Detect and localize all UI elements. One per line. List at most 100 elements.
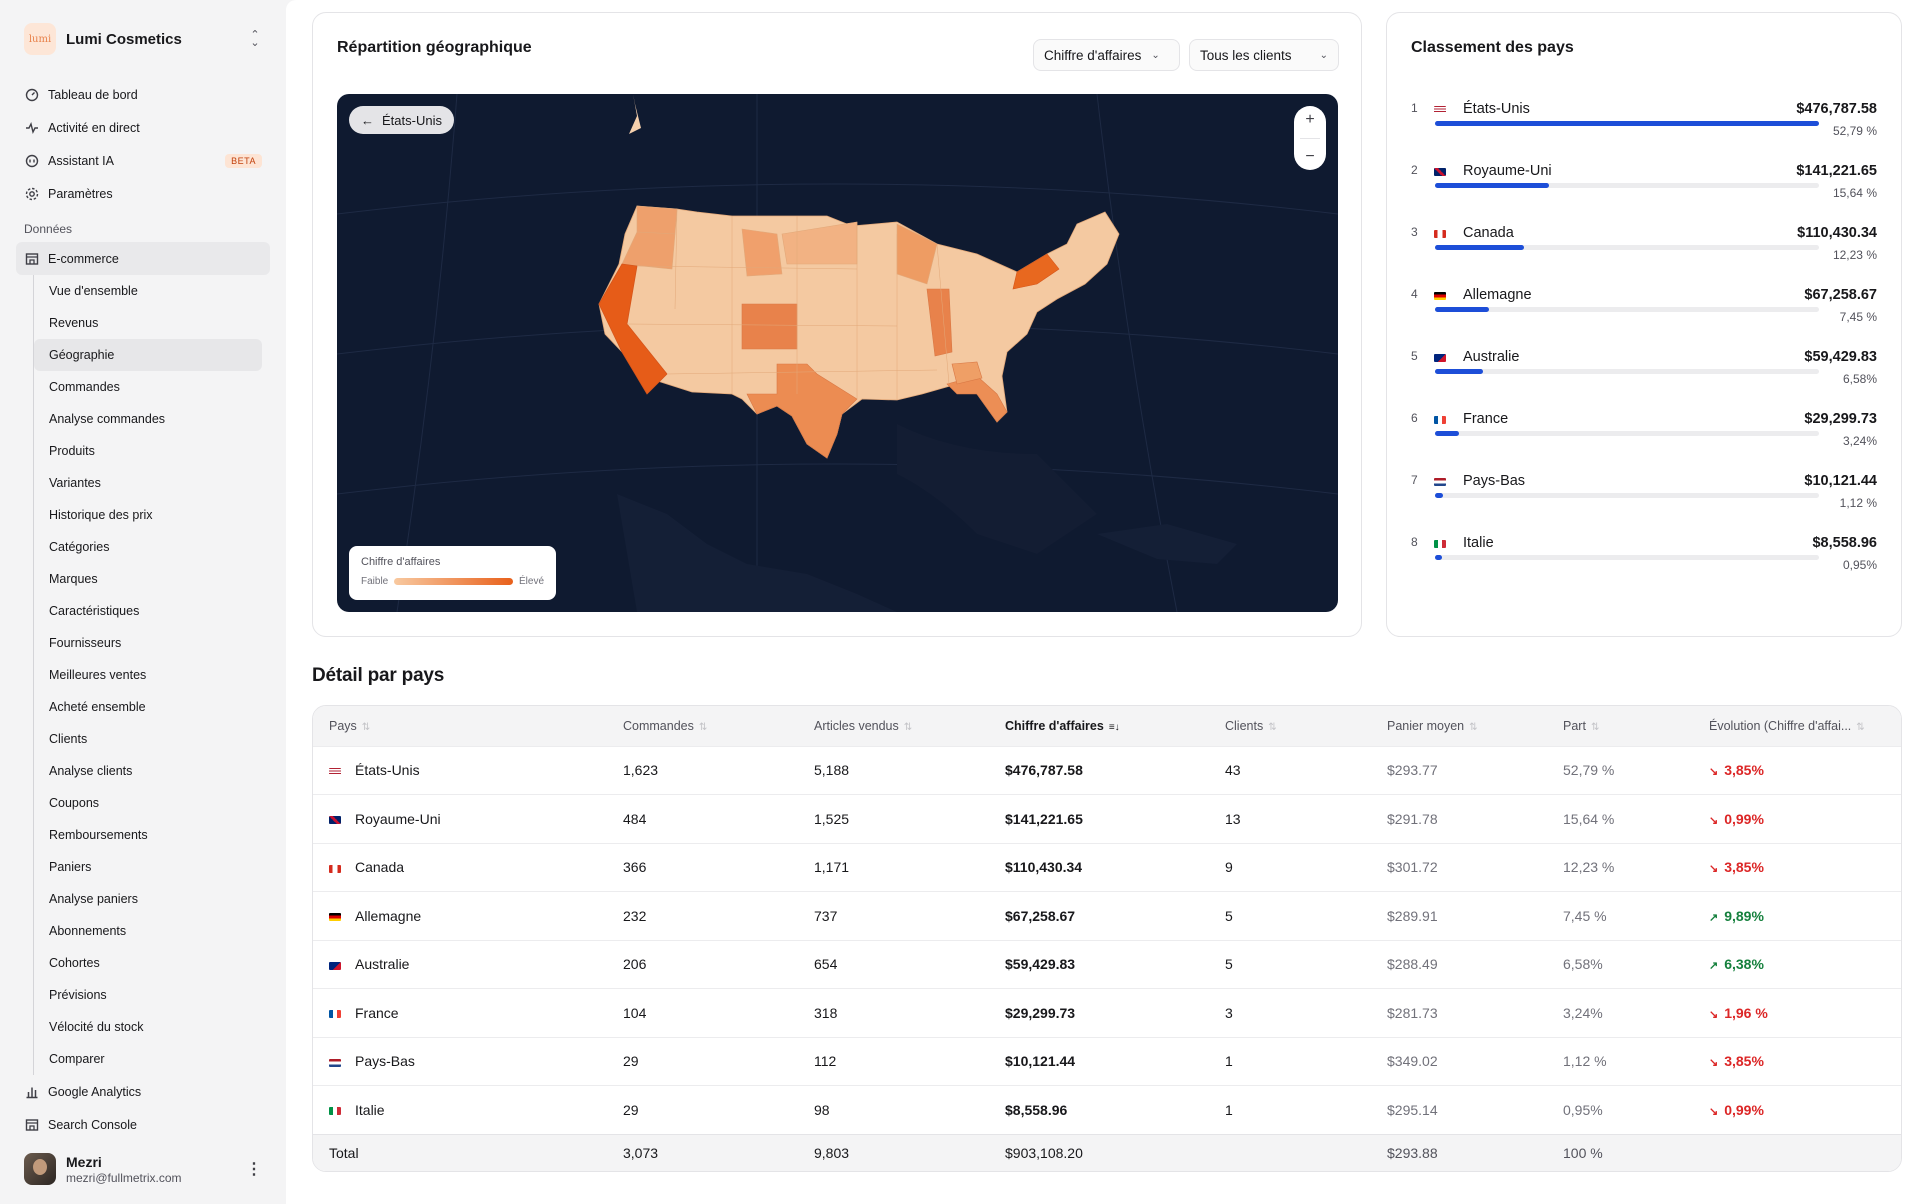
nav-item-ecommerce[interactable]: E-commerce: [16, 242, 270, 275]
col-header-share[interactable]: Part ⇅: [1563, 718, 1600, 733]
rank-country-name: Italie: [1463, 535, 1494, 551]
subnav-item[interactable]: Variantes: [49, 476, 101, 490]
trend-down-icon: ↘: [1709, 1008, 1719, 1021]
ranking-item[interactable]: 1 États-Unis $476,787.58 52,79 %: [1411, 99, 1877, 161]
table-row[interactable]: Canada 366 1,171 $110,430.34 9 $301.72 12,23 %…: [313, 843, 1901, 892]
beta-badge: BETA: [225, 153, 262, 168]
share-bar-track: [1435, 555, 1819, 560]
user-menu[interactable]: Mezri mezri@fullmetrix.com ⋮: [16, 1144, 270, 1194]
country-detail-table: Pays ⇅ Commandes ⇅ Articles vendus ⇅ Chiffr…: [313, 706, 1901, 1171]
country-flag-icon: [1434, 354, 1446, 362]
subnav-item[interactable]: Caractéristiques: [49, 604, 140, 618]
nav-label: Tableau de bord: [48, 87, 138, 102]
ranking-item[interactable]: 4 Allemagne $67,258.67 7,45 %: [1411, 285, 1877, 347]
col-header-items[interactable]: Articles vendus ⇅: [814, 718, 913, 733]
zoom-out-button[interactable]: −: [1305, 147, 1315, 165]
chevron-down-icon: ⌄: [1319, 49, 1328, 61]
subnav-item[interactable]: Prévisions: [49, 988, 107, 1002]
nav-item-ai-assistant[interactable]: Assistant IA BETA: [16, 144, 270, 177]
ranking-item[interactable]: 8 Italie $8,558.96 0,95%: [1411, 533, 1877, 595]
rank-country-name: Canada: [1463, 225, 1514, 241]
workspace-switcher[interactable]: lumi Lumi Cosmetics ⌃ ⌄: [16, 0, 270, 78]
subnav-item[interactable]: Historique des prix: [49, 508, 153, 522]
cell-revenue: $67,258.67: [1005, 907, 1076, 924]
nav-item-search-console[interactable]: Search Console: [16, 1108, 270, 1141]
subnav-item[interactable]: Paniers: [49, 860, 92, 874]
cell-country: Pays-Bas: [313, 1037, 607, 1086]
subnav-item[interactable]: Vue d'ensemble: [49, 284, 138, 298]
subnav-item[interactable]: Fournisseurs: [49, 636, 122, 650]
metric-select[interactable]: Chiffre d'affaires ⌄: [1033, 39, 1180, 71]
subnav-item[interactable]: Marques: [49, 572, 98, 586]
subnav-item[interactable]: Coupons: [49, 796, 100, 810]
zoom-in-button[interactable]: +: [1305, 110, 1315, 128]
cell-orders: 104: [623, 1004, 647, 1021]
chevrons-up-down-icon[interactable]: ⌃ ⌄: [250, 29, 260, 49]
more-vertical-icon[interactable]: ⋮: [246, 1161, 262, 1178]
total-evolution: [1693, 1134, 1901, 1171]
subnav-item[interactable]: Commandes: [49, 380, 120, 394]
subnav-item[interactable]: Cohortes: [49, 956, 100, 970]
table-row[interactable]: États-Unis 1,623 5,188 $476,787.58 43 $293.77…: [313, 746, 1901, 795]
subnav-item[interactable]: Géographie: [34, 339, 262, 371]
cell-country: France: [313, 989, 607, 1038]
evolution-value: 6,38%: [1724, 956, 1764, 973]
col-header-country[interactable]: Pays ⇅: [329, 718, 371, 733]
share-bar-track: [1435, 493, 1819, 498]
sort-icon: ⇅: [698, 721, 708, 733]
country-flag-icon: [329, 961, 341, 970]
col-header-clients[interactable]: Clients ⇅: [1225, 718, 1277, 733]
choropleth-map[interactable]: ← États-Unis + − Chiffre d'affaires Faib…: [337, 94, 1338, 612]
total-basket: $293.88: [1387, 1145, 1438, 1162]
table-row[interactable]: Australie 206 654 $59,429.83 5 $288.49 6,58% ↗ 6…: [313, 940, 1901, 989]
table-row[interactable]: Allemagne 232 737 $67,258.67 5 $289.91 7,45 % ↗…: [313, 891, 1901, 941]
subnav-item[interactable]: Analyse commandes: [49, 412, 166, 426]
col-header-orders[interactable]: Commandes ⇅: [623, 718, 708, 733]
rank-number: 6: [1411, 411, 1418, 425]
table-row[interactable]: Pays-Bas 29 112 $10,121.44 1 $349.02 1,12 % ↘ 3,…: [313, 1037, 1901, 1086]
subnav-item[interactable]: Produits: [49, 444, 95, 458]
subnav-item[interactable]: Remboursements: [49, 828, 148, 842]
subnav-item[interactable]: Meilleures ventes: [49, 668, 147, 682]
cell-basket: $291.78: [1387, 810, 1438, 827]
subnav-item[interactable]: Clients: [49, 732, 88, 746]
total-orders: 3,073: [623, 1145, 659, 1162]
ranking-item[interactable]: 6 France $29,299.73 3,24%: [1411, 409, 1877, 471]
ranking-item[interactable]: 5 Australie $59,429.83 6,58%: [1411, 347, 1877, 409]
col-header-evolution[interactable]: Évolution (Chiffre d'affai... ⇅: [1709, 718, 1865, 733]
nav-item-dashboard[interactable]: Tableau de bord: [16, 78, 270, 111]
nav-item-live-activity[interactable]: Activité en direct: [16, 111, 270, 144]
trend-up-icon: ↗: [1709, 911, 1719, 924]
total-share: 100 %: [1563, 1145, 1603, 1162]
subnav-item[interactable]: Vélocité du stock: [49, 1020, 144, 1034]
subnav-item[interactable]: Analyse clients: [49, 764, 133, 778]
subnav-item[interactable]: Revenus: [49, 316, 99, 330]
nav-item-google-analytics[interactable]: Google Analytics: [16, 1075, 270, 1108]
subnav-item[interactable]: Acheté ensemble: [49, 700, 146, 714]
country-name: Pays-Bas: [355, 1053, 415, 1070]
nav-item-settings[interactable]: Paramètres: [16, 177, 270, 210]
trend-down-icon: ↘: [1709, 1105, 1719, 1118]
subnav-item[interactable]: Catégories: [49, 540, 110, 554]
ranking-item[interactable]: 3 Canada $110,430.34 12,23 %: [1411, 223, 1877, 285]
cell-revenue: $476,787.58: [1005, 762, 1083, 779]
main-content: Répartition géographique Chiffre d'affai…: [286, 0, 1932, 1204]
table-row[interactable]: France 104 318 $29,299.73 3 $281.73 3,24% ↘ 1,96…: [313, 988, 1901, 1038]
table-row[interactable]: Italie 29 98 $8,558.96 1 $295.14 0,95% ↘ 0,99%: [313, 1085, 1901, 1135]
nav-label: Activité en direct: [48, 120, 140, 135]
cell-share: 15,64 %: [1563, 810, 1615, 827]
rank-revenue: $29,299.73: [1804, 411, 1877, 427]
table-row[interactable]: Royaume-Uni 484 1,525 $141,221.65 13 $291.78 1…: [313, 794, 1901, 844]
cell-country: Royaume-Uni: [313, 795, 607, 844]
back-to-world-button[interactable]: ← États-Unis: [349, 106, 454, 134]
subnav-item[interactable]: Abonnements: [49, 924, 127, 938]
ranking-item[interactable]: 7 Pays-Bas $10,121.44 1,12 %: [1411, 471, 1877, 533]
cell-orders: 484: [623, 810, 647, 827]
col-header-revenue[interactable]: Chiffre d'affaires ≡↓: [1005, 718, 1120, 733]
cell-items: 1,525: [814, 810, 850, 827]
ranking-item[interactable]: 2 Royaume-Uni $141,221.65 15,64 %: [1411, 161, 1877, 223]
client-select[interactable]: Tous les clients ⌄: [1189, 39, 1339, 71]
subnav-item[interactable]: Analyse paniers: [49, 892, 138, 906]
col-header-basket[interactable]: Panier moyen ⇅: [1387, 718, 1478, 733]
subnav-item[interactable]: Comparer: [49, 1052, 105, 1066]
